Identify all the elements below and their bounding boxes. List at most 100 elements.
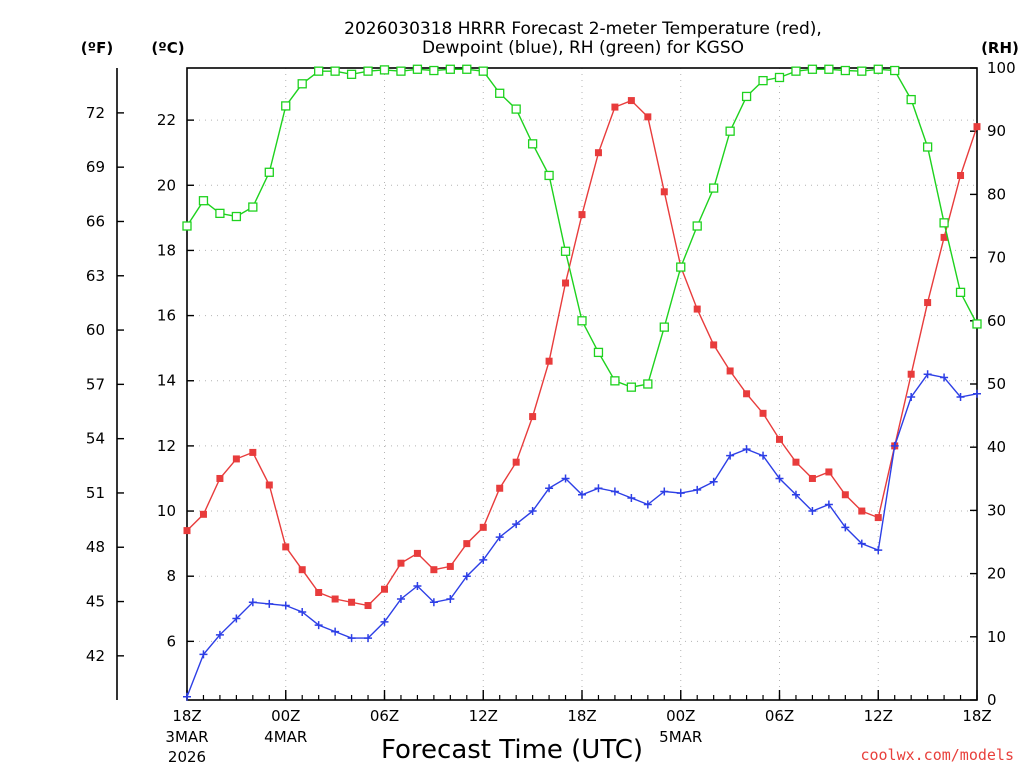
rh-point	[643, 379, 653, 389]
rh-point	[412, 64, 423, 74]
rh-tick-label: 40	[987, 438, 1006, 456]
temperature-point	[348, 598, 356, 606]
gridlines	[187, 68, 977, 700]
celsius-tick-label: 8	[166, 567, 176, 585]
temperature-point	[463, 540, 471, 548]
temperature-point	[660, 188, 668, 196]
temperature-point	[594, 149, 602, 157]
rh-point	[330, 66, 340, 76]
temperature-point	[907, 370, 915, 378]
celsius-tick-label: 20	[157, 176, 176, 194]
x-tick-date-label: 5MAR	[659, 728, 702, 746]
rh-point	[939, 218, 949, 228]
temperature-point	[381, 585, 388, 593]
rh-point	[363, 66, 373, 76]
dewpoint-point	[479, 555, 488, 564]
rh-point	[281, 101, 291, 111]
temperature-point	[973, 123, 981, 131]
dewpoint-point	[429, 598, 438, 607]
celsius-tick-label: 10	[157, 502, 176, 520]
dewpoint-point	[973, 389, 981, 398]
temperature-point	[199, 510, 207, 518]
rh-point	[396, 66, 406, 76]
credit-text: coolwx.com/models	[860, 746, 1014, 764]
dewpoint-point	[380, 617, 389, 626]
rh-point	[791, 66, 801, 76]
rh-point	[676, 262, 686, 272]
rh-point	[906, 94, 916, 105]
dewpoint-point	[956, 393, 965, 402]
temperature-point	[529, 413, 537, 421]
rh-tick-label: 10	[987, 628, 1006, 646]
temperature-point	[644, 113, 652, 121]
dewpoint-point	[610, 487, 619, 496]
rh-point	[626, 382, 637, 392]
rh-point	[610, 376, 620, 386]
rh-tick-label: 60	[987, 312, 1006, 330]
rh-point	[840, 65, 850, 76]
x-axis-label: Forecast Time (UTC)	[381, 735, 643, 765]
fahrenheit-tick-label: 54	[86, 430, 105, 448]
fahrenheit-tick-label: 51	[86, 484, 105, 502]
rh-point	[857, 66, 867, 76]
rh-point	[692, 221, 702, 231]
rh-point	[297, 79, 307, 89]
dewpoint-point	[841, 523, 850, 532]
rh-tick-label: 20	[987, 565, 1006, 583]
x-tick-label: 12Z	[469, 707, 498, 725]
temperature-point	[776, 435, 783, 443]
temperature-point	[808, 474, 816, 482]
rh-point	[527, 139, 538, 149]
dewpoint-point	[495, 533, 504, 542]
temperature-point	[282, 543, 290, 551]
rh-point	[511, 104, 521, 114]
temperature-point	[512, 458, 520, 466]
temperature-point	[496, 484, 504, 492]
temperature-point	[249, 448, 257, 456]
temperature-point	[874, 514, 882, 522]
dewpoint-point	[446, 595, 455, 604]
rh-tick-label: 80	[987, 185, 1006, 203]
rh-tick-label: 100	[987, 59, 1016, 77]
temperature-point	[183, 527, 191, 535]
temperature-point	[315, 588, 323, 596]
fahrenheit-tick-label: 57	[86, 375, 105, 393]
celsius-tick-label: 12	[157, 437, 176, 455]
temperature-point	[331, 595, 339, 603]
temperature-point	[578, 211, 586, 219]
celsius-tick-label: 22	[157, 111, 176, 129]
dewpoint-point	[709, 477, 718, 486]
rh-point	[593, 347, 604, 358]
dewpoint-point	[462, 572, 471, 581]
dewpoint-point	[199, 650, 208, 659]
rh-point	[478, 66, 488, 76]
axis-ticks: 6810121416182022424548515457606366697201…	[86, 59, 1016, 766]
dewpoint-point	[643, 500, 652, 509]
fahrenheit-unit-label: (ºF)	[81, 39, 113, 57]
dewpoint-point	[512, 520, 521, 529]
dewpoint-point	[396, 595, 405, 604]
x-tick-label: 06Z	[765, 707, 794, 725]
temperature-point	[364, 602, 372, 610]
rh-point	[741, 91, 752, 102]
rh-point	[495, 88, 505, 98]
dewpoint-point	[627, 494, 636, 503]
dewpoint-point	[676, 489, 685, 498]
rh-point	[890, 65, 900, 76]
rh-point	[445, 64, 455, 74]
dewpoint-point	[413, 581, 422, 590]
rh-point	[248, 202, 258, 212]
rh-point	[182, 221, 192, 231]
x-tick-label: 18Z	[567, 707, 596, 725]
dewpoint-point	[265, 599, 274, 608]
rh-point	[807, 64, 818, 74]
dewpoint-point	[791, 490, 800, 499]
celsius-tick-label: 6	[166, 632, 176, 650]
dewpoint-point	[594, 484, 603, 493]
dewpoint-point	[907, 393, 916, 402]
rh-point	[577, 316, 587, 326]
dewpoint-point	[183, 692, 191, 701]
rh-tick-label: 50	[987, 375, 1006, 393]
data-series	[182, 64, 982, 701]
